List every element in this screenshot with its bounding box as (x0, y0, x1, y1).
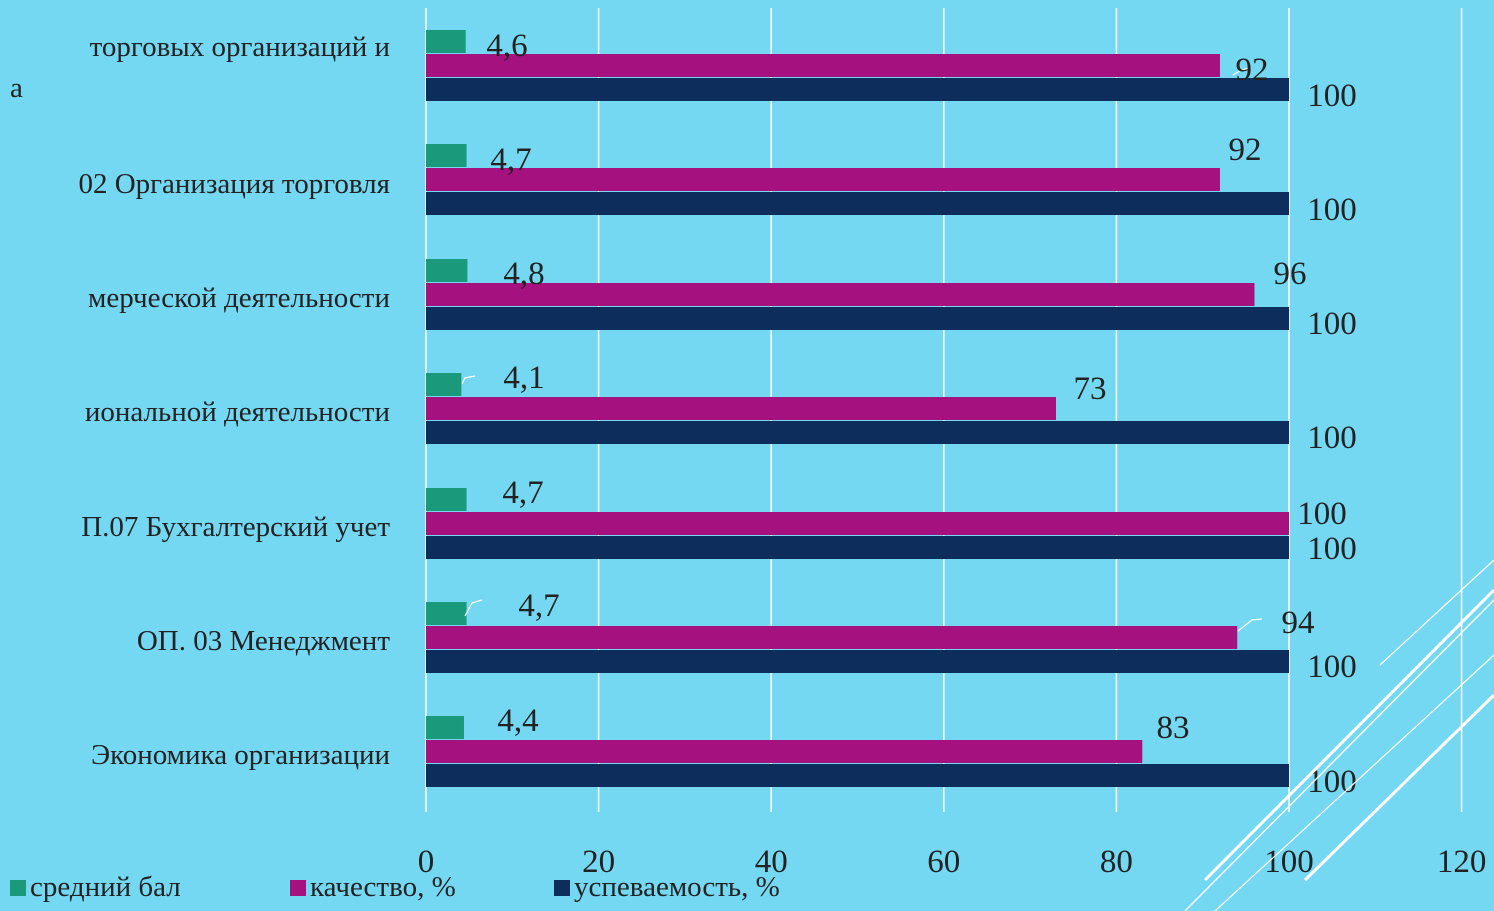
leader-line (461, 375, 476, 385)
legend-swatch (10, 880, 26, 896)
legend-swatch (554, 880, 570, 896)
data-label: 4,1 (503, 360, 544, 396)
x-tick-label: 80 (1100, 844, 1133, 880)
data-label: 73 (1074, 371, 1107, 407)
data-label: 4,8 (503, 256, 544, 292)
bar (426, 512, 1289, 535)
bar (426, 168, 1220, 191)
category-label: мерческой деятельности (88, 282, 390, 314)
bar (426, 740, 1143, 763)
bar (426, 30, 466, 53)
leader-line (1232, 67, 1252, 76)
bar (426, 488, 467, 511)
x-tick-label: 100 (1264, 844, 1314, 880)
bar (426, 626, 1238, 649)
bar (426, 283, 1255, 306)
leader-line (1237, 618, 1263, 632)
bar (426, 421, 1289, 444)
legend-label: средний бал (30, 871, 181, 903)
category-label: 02 Организация торговля (78, 168, 390, 200)
x-tick-label: 0 (418, 844, 435, 880)
data-label: 92 (1236, 52, 1269, 88)
x-tick-label: 20 (582, 844, 615, 880)
data-label: 4,7 (490, 142, 531, 178)
bar (426, 764, 1289, 787)
data-label: 100 (1307, 531, 1357, 567)
legend-swatch (290, 880, 306, 896)
bar (426, 650, 1289, 673)
x-tick-label: 120 (1437, 844, 1487, 880)
data-label: 4,7 (502, 475, 543, 511)
category-label: П.07 Бухгалтерский учет (81, 511, 390, 543)
category-label: Экономика организации (91, 739, 390, 771)
bars (426, 30, 1289, 787)
bar (426, 536, 1289, 559)
decorative-diagonal-lines (1184, 559, 1494, 911)
x-tick-label: 40 (755, 844, 788, 880)
data-label: 96 (1274, 256, 1307, 292)
data-label: 100 (1307, 649, 1357, 685)
bar (426, 602, 467, 625)
data-label: 100 (1297, 496, 1347, 532)
data-label: 100 (1307, 306, 1357, 342)
data-label: 100 (1307, 78, 1357, 114)
legend-label: качество, % (310, 871, 456, 903)
bar (426, 716, 464, 739)
data-label: 94 (1282, 605, 1315, 641)
category-labels: торговых организаций и а 02 Организация то… (10, 31, 390, 771)
legend: средний бал качество, % успеваемость, % (10, 871, 780, 903)
leader-lines (461, 67, 1263, 632)
category-label: ОП. 03 Менеджмент (137, 625, 390, 657)
data-label: 83 (1157, 710, 1190, 746)
bar (426, 307, 1289, 330)
bar (426, 192, 1289, 215)
data-label: 4,4 (497, 703, 538, 739)
data-label: 92 (1229, 132, 1262, 168)
data-label: 4,7 (518, 588, 559, 624)
legend-label: успеваемость, % (574, 871, 780, 903)
leader-line (464, 599, 483, 617)
bar (426, 54, 1220, 77)
bar (426, 259, 468, 282)
bar (426, 78, 1289, 101)
data-label: 4,6 (486, 28, 527, 64)
category-label: иональной деятельности (85, 396, 390, 428)
bar (426, 373, 462, 396)
bar (426, 144, 467, 167)
data-label: 100 (1307, 420, 1357, 456)
x-tick-label: 60 (927, 844, 960, 880)
data-label: 100 (1307, 192, 1357, 228)
bar (426, 397, 1056, 420)
x-axis-ticks: 0 20 40 60 80 100 120 (418, 844, 1487, 880)
